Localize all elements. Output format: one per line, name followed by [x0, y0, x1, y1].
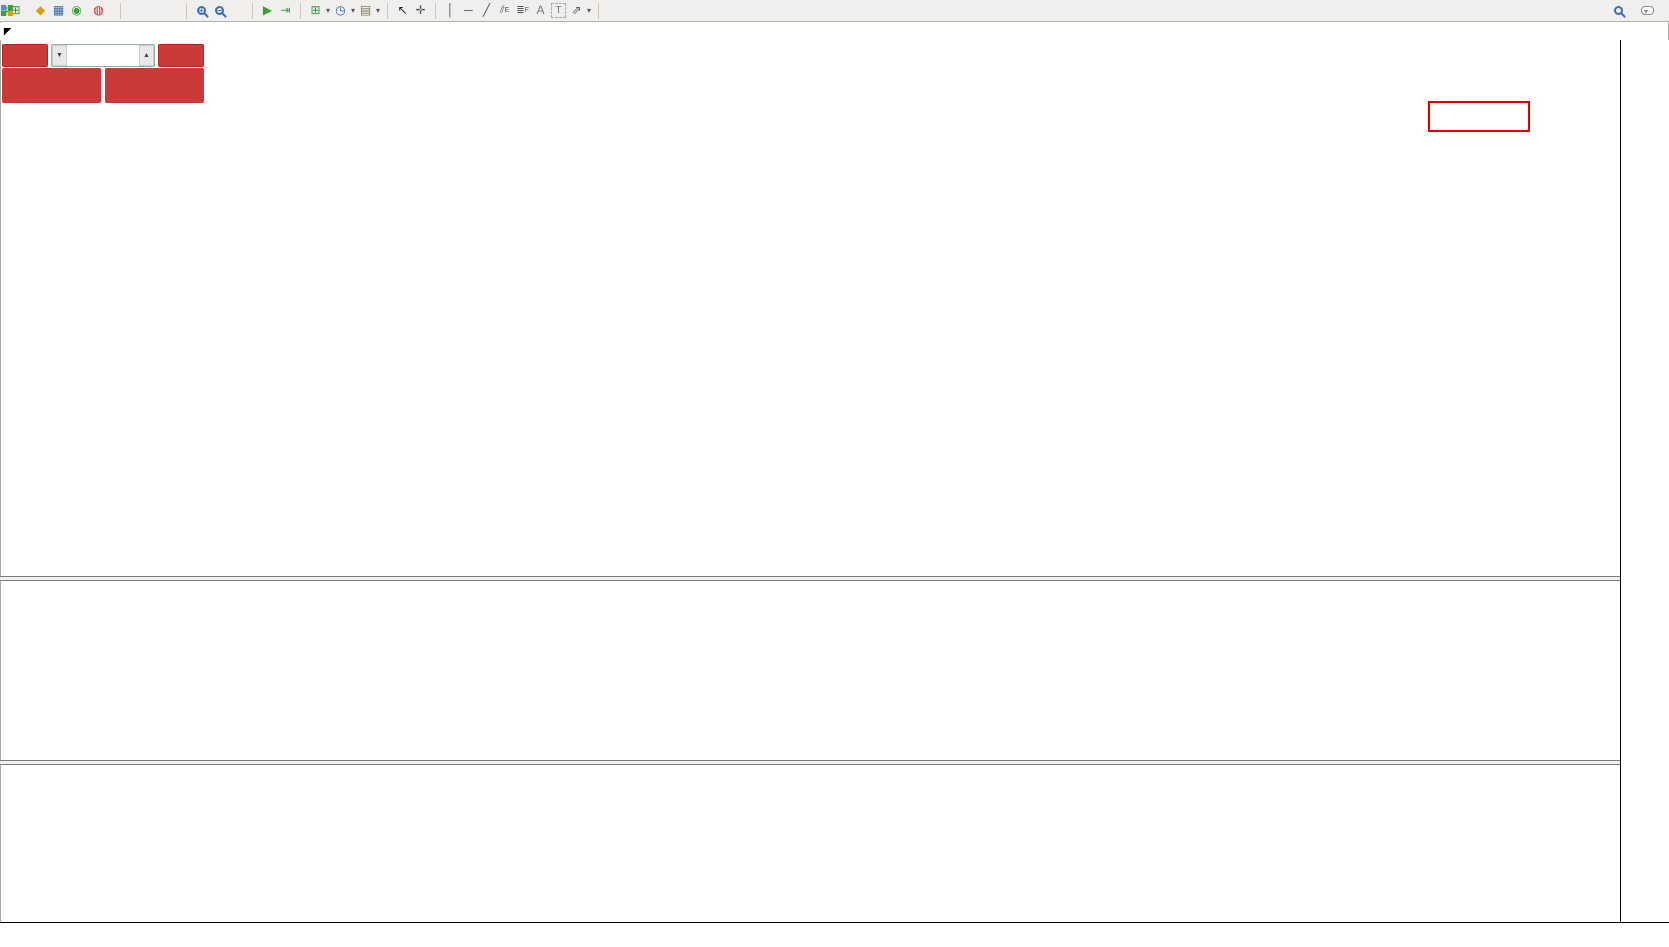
- pane-divider[interactable]: [0, 576, 1669, 581]
- channel-icon[interactable]: ⫽ E: [499, 5, 510, 16]
- trendline-icon[interactable]: ╱: [482, 3, 491, 17]
- chat-icon[interactable]: [1640, 3, 1655, 18]
- chart-shift-icon[interactable]: ⇥: [280, 3, 291, 17]
- rsi-pane[interactable]: [0, 765, 1620, 922]
- sell-price[interactable]: [2, 68, 101, 103]
- volume-input[interactable]: [67, 45, 139, 66]
- shapes-caret[interactable]: ▾: [587, 6, 592, 15]
- shapes-icon[interactable]: ⇗: [571, 3, 582, 17]
- fibonacci-icon[interactable]: ≣ F: [516, 5, 529, 16]
- window-cursor-icon: ◤: [4, 26, 11, 36]
- pane-divider[interactable]: [0, 760, 1669, 765]
- cursor-icon[interactable]: ↖: [397, 3, 408, 17]
- profiles-icon[interactable]: ◆: [35, 3, 46, 17]
- auto-scroll-icon[interactable]: ▶: [262, 3, 273, 17]
- template-caret[interactable]: ▾: [376, 6, 381, 15]
- date-axis: [0, 923, 1669, 947]
- toolbar: ⊞ ◆ ▦ ◉ ◍ + − ▶ ⇥ ⊞ ▾ ◷ ▾ ▤ ▾ ↖ ✛ │: [0, 0, 1669, 22]
- autotrade-button[interactable]: ◍: [87, 2, 113, 19]
- macd-pane[interactable]: [0, 581, 1620, 760]
- price-callout-label[interactable]: [1428, 101, 1530, 132]
- symbol-bar: ◤: [0, 23, 1620, 40]
- sell-button[interactable]: [2, 44, 48, 67]
- tile-windows-icon[interactable]: [1, 3, 245, 18]
- buy-button[interactable]: [158, 44, 204, 67]
- bar-chart-icon[interactable]: [1, 3, 143, 18]
- zoom-out-icon[interactable]: −: [212, 3, 227, 18]
- volume-up-button[interactable]: ▲: [139, 45, 154, 66]
- buy-price[interactable]: [105, 68, 204, 103]
- new-order-icon: ⊞: [10, 3, 21, 17]
- new-chart-icon[interactable]: ⊞: [310, 3, 321, 17]
- chart-window: [0, 22, 1669, 947]
- date-axis-border: [0, 922, 1669, 923]
- one-click-trading-panel: ▼ ▲: [2, 44, 204, 104]
- zoom-in-icon[interactable]: +: [194, 3, 209, 18]
- main-chart[interactable]: [0, 40, 1620, 576]
- text-icon[interactable]: A: [536, 3, 545, 17]
- new-chart-caret[interactable]: ▾: [326, 6, 331, 15]
- candlestick-icon[interactable]: [1, 3, 161, 18]
- template-icon[interactable]: ▤: [359, 3, 372, 17]
- horizontal-line-icon[interactable]: ─: [464, 3, 473, 17]
- autotrade-icon: ◍: [93, 3, 104, 17]
- signals-icon[interactable]: ◉: [71, 3, 82, 17]
- price-axis: [1620, 40, 1669, 922]
- search-icon[interactable]: [1611, 3, 1626, 18]
- period-caret[interactable]: ▾: [351, 6, 356, 15]
- charts-icon[interactable]: ▦: [52, 3, 65, 17]
- new-order-button[interactable]: ⊞: [4, 2, 30, 19]
- text-label-icon[interactable]: T: [551, 3, 567, 18]
- vertical-line-icon[interactable]: │: [446, 3, 455, 17]
- line-chart-icon[interactable]: [0, 3, 179, 18]
- volume-down-button[interactable]: ▼: [52, 45, 67, 66]
- period-icon[interactable]: ◷: [335, 3, 346, 17]
- crosshair-icon[interactable]: ✛: [415, 3, 426, 17]
